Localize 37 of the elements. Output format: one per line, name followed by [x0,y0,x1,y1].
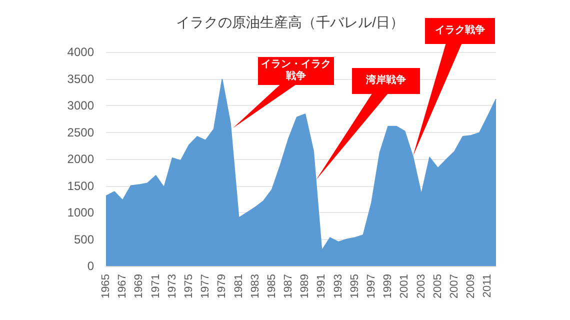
x-tick-label: 1985 [266,274,278,298]
x-tick-label: 1971 [150,274,162,298]
text: イラク戦争 [435,25,485,37]
x-tick-label: 1997 [366,274,378,298]
y-tick-label: 3000 [67,98,94,112]
x-tick-label: 1981 [232,274,245,298]
x-tick-label: 1973 [166,274,178,298]
y-tick-label: 1000 [67,206,94,220]
x-tick-label: 1993 [332,274,344,298]
x-tick-label: 1989 [299,274,312,298]
x-tick-label: 2011 [482,274,494,298]
y-tick-label: 4000 [67,45,94,59]
x-tick-label: 1999 [382,274,394,298]
y-tick-label: 3500 [67,72,94,86]
x-tick-label: 1991 [316,274,328,298]
y-tick-label: 500 [74,232,94,246]
x-tick-label: 1987 [282,274,295,298]
x-tick-label: 1983 [249,274,262,298]
x-tick-label: 1967 [116,274,129,298]
x-tick-label: 2005 [432,274,444,298]
annotation: イラン・イラク戦争 [260,59,332,83]
chart-title: イラクの原油生産高（千バレル/日） [176,14,404,30]
x-tick-label: 1975 [182,274,195,298]
x-tick-label: 2007 [448,274,461,298]
x-tick-label: 1977 [200,274,212,298]
x-tick-label: 1969 [133,274,146,298]
x-tick-label: 1979 [216,274,228,298]
x-tick-label: 1995 [348,274,361,298]
y-tick-label: 1500 [67,178,94,193]
x-tick-label: 2003 [415,274,428,298]
annotation: 湾岸戦争 [366,75,406,87]
y-tick-label: 2000 [67,152,94,166]
y-tick-label: 0 [87,259,94,273]
y-tick-label: 2500 [67,125,94,140]
x-tick-label: 2009 [465,274,478,298]
x-tick-label: 1965 [100,274,112,298]
x-tick-label: 2001 [398,274,411,298]
